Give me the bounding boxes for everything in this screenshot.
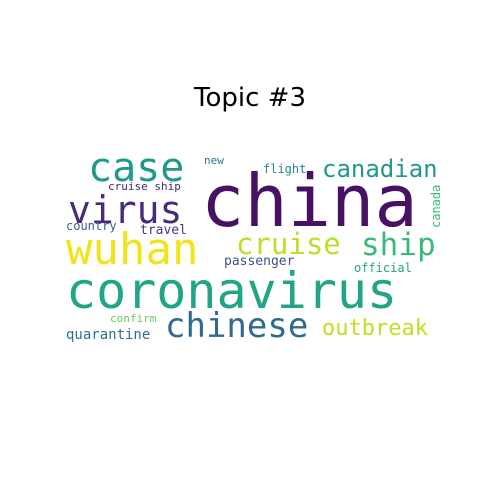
word-case: case (88, 145, 185, 191)
word-outbreak: outbreak (322, 316, 428, 341)
word-canadian: canadian (322, 155, 438, 183)
word-canada: canada (429, 184, 443, 228)
word-passenger: passenger (224, 254, 295, 269)
word-virus: virus (68, 188, 183, 232)
word-ship: ship (361, 227, 436, 263)
word-cruise-ship: cruise ship (108, 180, 181, 193)
word-quarantine: quarantine (66, 327, 151, 343)
word-country: country (66, 219, 117, 233)
figure-title: Topic #3 (194, 83, 306, 113)
word-confirm: confirm (110, 312, 157, 325)
word-flight: flight (263, 162, 307, 176)
word-china: china (201, 159, 418, 243)
word-new: new (204, 154, 224, 167)
word-travel: travel (140, 223, 187, 238)
word-cruise: cruise (236, 227, 341, 261)
word-chinese: chinese (165, 306, 309, 346)
word-wuhan: wuhan (66, 224, 199, 275)
word-coronavirus: coronavirus (66, 262, 398, 320)
word-official: official (354, 261, 412, 275)
